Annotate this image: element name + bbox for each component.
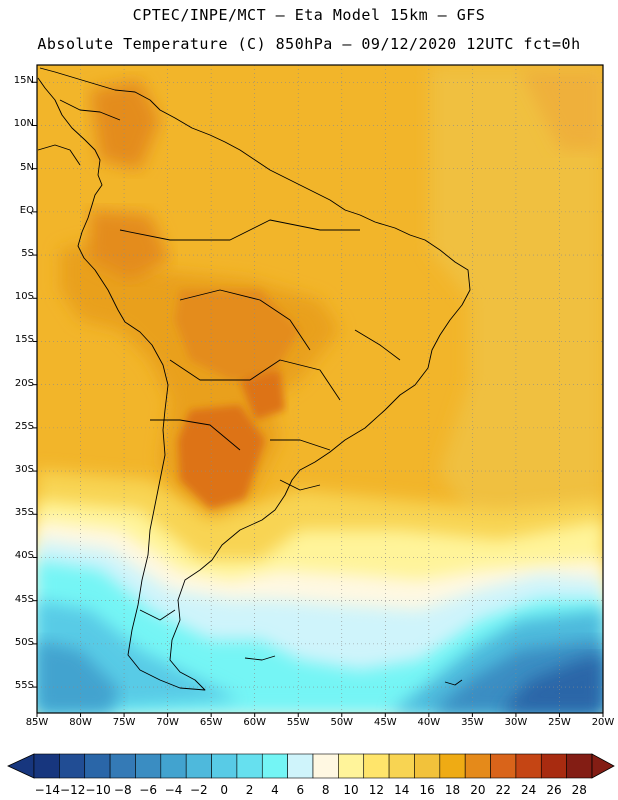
colorbar-swatch (490, 753, 517, 779)
longitude-label: 55W (286, 717, 310, 728)
colorbar-swatch (464, 753, 491, 779)
longitude-label: 80W (69, 717, 92, 728)
longitude-label: 45W (373, 717, 397, 728)
colorbar-label: 28 (571, 783, 587, 797)
colorbar-label: −2 (190, 783, 208, 797)
colorbar-label: 24 (520, 783, 537, 797)
colorbar-swatch (33, 753, 60, 779)
colorbar-label: −14 (34, 783, 60, 797)
coastlines (37, 67, 471, 691)
longitude-label: 60W (243, 717, 266, 728)
longitude-label: 25W (548, 717, 571, 728)
colorbar-label: 6 (296, 783, 305, 797)
colorbar-swatch (135, 753, 162, 779)
colorbar-label: 4 (271, 783, 279, 797)
colorbar-swatch (160, 753, 187, 779)
longitude-label: 85W (25, 717, 49, 728)
latitude-label: 25S (14, 420, 34, 432)
colorbar-label: 22 (495, 783, 511, 797)
colorbar-label: −8 (113, 783, 132, 797)
colorbar-swatch (388, 753, 415, 779)
latitude-label: 50S (14, 636, 34, 648)
longitude-label: 75W (112, 717, 136, 728)
colorbar-label: −6 (139, 783, 157, 797)
colorbar-swatch (261, 753, 288, 779)
latitude-label: 35S (14, 507, 34, 519)
axis-ticks (33, 81, 604, 717)
colorbar-label: 14 (394, 783, 410, 797)
graticule (36, 65, 604, 713)
latitude-label: EQ (19, 204, 34, 216)
longitude-label: 70W (156, 717, 179, 728)
colorbar-label: −12 (60, 783, 86, 797)
colorbar-swatch (363, 753, 390, 779)
colorbar-low-arrow (7, 753, 35, 779)
latitude-label: 30S (14, 464, 34, 476)
map-subtitle: Absolute Temperature (C) 850hPa – 09/12/… (37, 35, 581, 53)
latitude-label: 10N (13, 118, 34, 130)
colorbar-label: 26 (546, 783, 562, 797)
latitude-label: 10S (14, 291, 34, 303)
map-frame (36, 64, 604, 714)
colorbar-swatch (439, 753, 466, 779)
latitude-label: 45S (14, 593, 34, 605)
colorbar-label: 20 (470, 783, 486, 797)
longitude-label: 20W (591, 717, 615, 728)
colorbar-label: 12 (368, 783, 385, 797)
colorbar-swatch (312, 753, 339, 779)
colorbar-swatch (59, 753, 86, 779)
colorbar-high-arrow (591, 753, 615, 779)
map-title: CPTEC/INPE/MCT – Eta Model 15km – GFS (132, 6, 486, 24)
colorbar-label: −10 (85, 783, 111, 797)
latitude-label: 5S (21, 248, 34, 260)
colorbar-swatch (211, 753, 238, 779)
longitude-label: 35W (461, 717, 484, 728)
colorbar-swatch (84, 753, 111, 779)
colorbar-swatch (287, 753, 314, 779)
colorbar-swatch (515, 753, 542, 779)
latitude-label: 40S (14, 550, 34, 562)
colorbar-swatch (185, 753, 212, 779)
latitude-label: 20S (14, 377, 34, 389)
colorbar (7, 753, 615, 779)
colorbar-label: 18 (444, 783, 461, 797)
temperature-field (37, 65, 603, 713)
colorbar-label: 0 (220, 783, 229, 797)
colorbar-swatch (566, 753, 593, 779)
colorbar-swatch (338, 753, 365, 779)
latitude-label: 15S (14, 334, 34, 346)
colorbar-label: −4 (164, 783, 183, 797)
colorbar-swatch (414, 753, 441, 779)
latitude-label: 55S (14, 680, 34, 692)
colorbar-label: 2 (245, 783, 254, 797)
colorbar-swatch (236, 753, 263, 779)
colorbar-label: 16 (419, 783, 435, 797)
latitude-label: 5N (20, 161, 34, 173)
colorbar-swatch (540, 753, 567, 779)
longitude-label: 40W (417, 717, 441, 728)
colorbar-label: 10 (343, 783, 359, 797)
colorbar-swatch (109, 753, 136, 779)
longitude-label: 30W (504, 717, 528, 728)
latitude-label: 15N (13, 75, 34, 87)
longitude-label: 50W (330, 717, 354, 728)
longitude-label: 65W (199, 717, 223, 728)
colorbar-label: 8 (321, 783, 330, 797)
